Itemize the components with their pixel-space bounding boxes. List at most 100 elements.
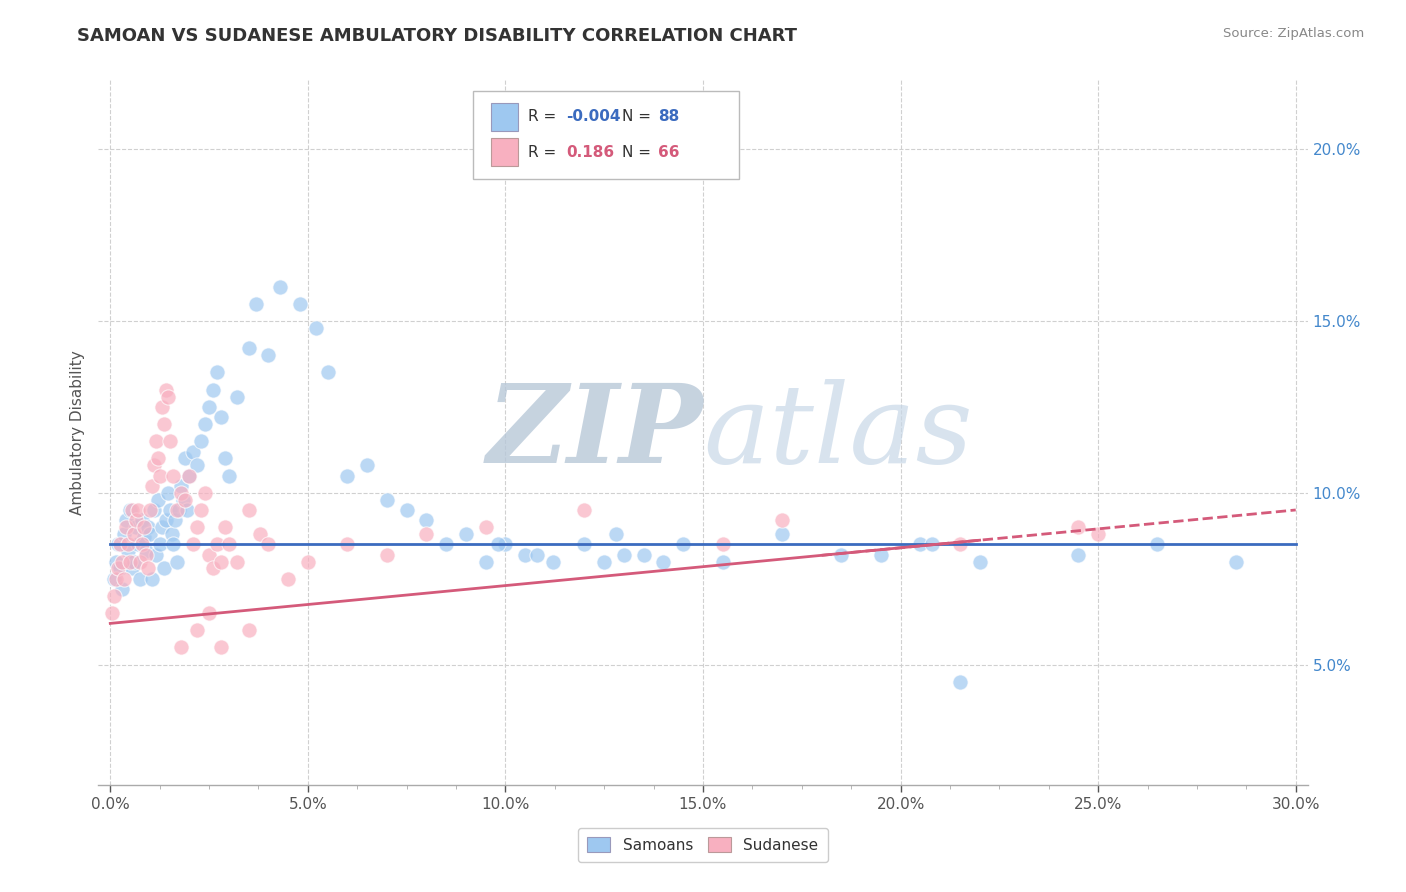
Point	[305, 320, 328, 334]
Point	[115, 520, 138, 534]
Point	[1087, 527, 1109, 541]
Point	[122, 555, 145, 569]
Text: 0.186: 0.186	[567, 145, 614, 160]
Point	[115, 513, 138, 527]
Point	[336, 468, 359, 483]
Point	[257, 348, 280, 362]
Point	[150, 520, 173, 534]
Point	[162, 468, 184, 483]
Point	[672, 537, 695, 551]
Point	[269, 279, 291, 293]
Point	[149, 537, 172, 551]
Point	[633, 548, 655, 562]
Point	[375, 548, 398, 562]
Text: 66: 66	[658, 145, 679, 160]
Point	[198, 606, 221, 620]
Point	[155, 383, 177, 397]
Point	[139, 503, 162, 517]
Point	[186, 458, 208, 473]
Point	[198, 548, 221, 562]
Point	[101, 606, 124, 620]
Point	[494, 537, 516, 551]
Point	[225, 555, 247, 569]
FancyBboxPatch shape	[474, 91, 740, 179]
Point	[127, 503, 149, 517]
Point	[921, 537, 943, 551]
Point	[336, 537, 359, 551]
Point	[574, 503, 596, 517]
Point	[238, 503, 260, 517]
Point	[121, 503, 143, 517]
Point	[541, 555, 564, 569]
Y-axis label: Ambulatory Disability: Ambulatory Disability	[69, 351, 84, 515]
Point	[135, 544, 157, 558]
Text: 88: 88	[658, 110, 679, 124]
Point	[486, 537, 509, 551]
Point	[152, 561, 174, 575]
Point	[142, 503, 165, 517]
Point	[652, 555, 675, 569]
Point	[129, 555, 152, 569]
Point	[179, 468, 201, 483]
Point	[205, 537, 228, 551]
Legend: Samoans, Sudanese: Samoans, Sudanese	[578, 828, 828, 862]
Point	[238, 342, 260, 356]
Point	[174, 492, 197, 507]
Point	[288, 296, 311, 310]
Point	[205, 366, 228, 380]
Text: R =: R =	[527, 145, 561, 160]
Point	[103, 572, 125, 586]
Point	[125, 520, 148, 534]
Point	[830, 548, 852, 562]
Point	[132, 531, 155, 545]
Point	[152, 417, 174, 431]
Point	[136, 520, 159, 534]
Point	[1067, 520, 1090, 534]
Text: R =: R =	[527, 110, 561, 124]
Point	[186, 624, 208, 638]
Point	[194, 485, 217, 500]
Point	[770, 527, 793, 541]
Point	[375, 492, 398, 507]
Point	[146, 451, 169, 466]
Point	[170, 485, 193, 500]
Point	[176, 503, 198, 517]
Point	[159, 434, 181, 449]
Point	[218, 468, 240, 483]
Point	[910, 537, 932, 551]
Point	[277, 572, 299, 586]
Point	[186, 520, 208, 534]
Point	[593, 555, 616, 569]
Point	[474, 520, 496, 534]
Point	[145, 434, 167, 449]
Point	[166, 555, 188, 569]
Point	[141, 572, 163, 586]
Point	[869, 548, 891, 562]
Point	[190, 503, 212, 517]
Point	[108, 561, 131, 575]
Point	[238, 624, 260, 638]
Point	[141, 479, 163, 493]
Point	[162, 537, 184, 551]
Text: -0.004: -0.004	[567, 110, 621, 124]
Point	[121, 561, 143, 575]
Point	[257, 537, 280, 551]
Point	[1225, 555, 1247, 569]
Point	[145, 548, 167, 562]
Point	[225, 390, 247, 404]
Point	[395, 503, 418, 517]
Point	[214, 520, 236, 534]
Point	[209, 640, 232, 655]
Point	[194, 417, 217, 431]
Point	[142, 458, 165, 473]
Text: SAMOAN VS SUDANESE AMBULATORY DISABILITY CORRELATION CHART: SAMOAN VS SUDANESE AMBULATORY DISABILITY…	[77, 27, 797, 45]
Point	[613, 548, 636, 562]
Point	[1146, 537, 1168, 551]
Text: N =: N =	[621, 110, 655, 124]
Point	[949, 537, 972, 551]
Point	[108, 537, 131, 551]
Point	[170, 479, 193, 493]
Point	[129, 572, 152, 586]
Point	[105, 572, 128, 586]
Point	[179, 468, 201, 483]
